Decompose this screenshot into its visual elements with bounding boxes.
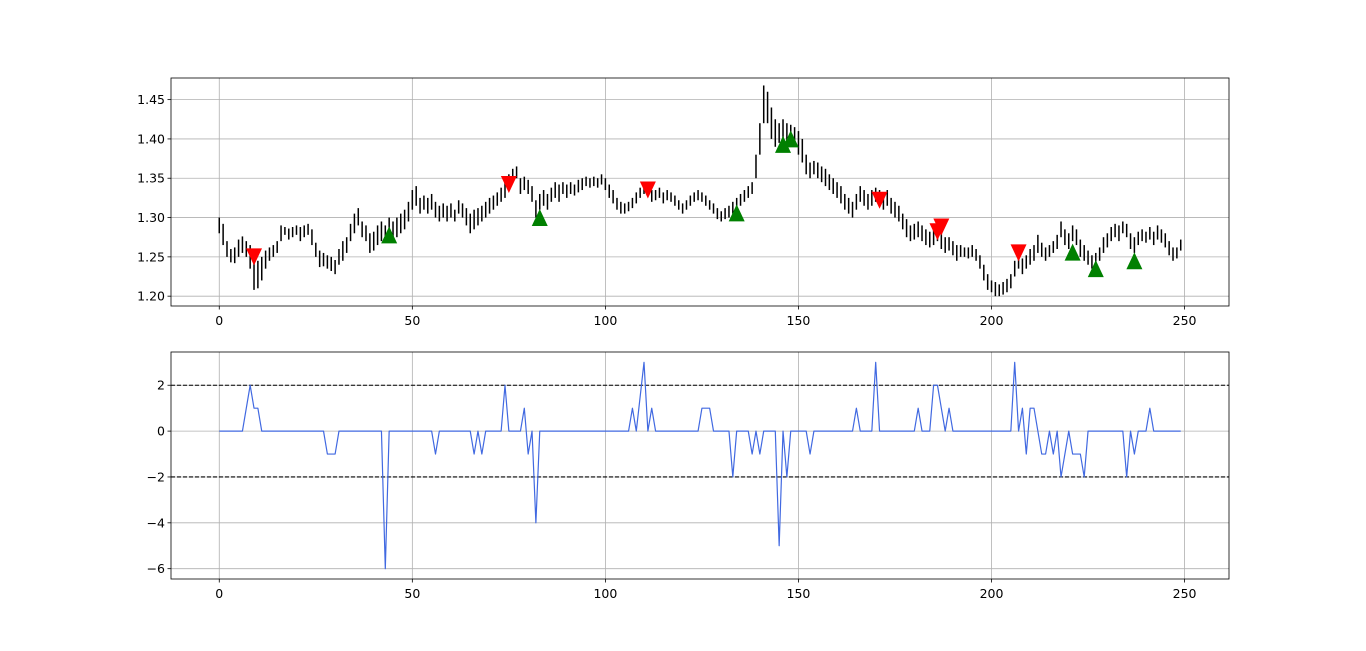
indicator-x-tick-label: 50: [404, 586, 420, 601]
sell-signal-marker: [933, 218, 950, 236]
price-y-tick-label: 1.30: [137, 210, 165, 225]
price-y-tick-label: 1.20: [137, 289, 165, 304]
price-y-tick-label: 1.45: [137, 92, 165, 107]
buy-signal-marker: [381, 226, 398, 244]
buy-signal-marker: [782, 130, 799, 148]
indicator-x-tick-label: 150: [787, 586, 811, 601]
buy-signal-marker: [1064, 243, 1081, 261]
indicator-x-tick-label: 100: [593, 586, 617, 601]
indicator-x-tick-label: 200: [980, 586, 1004, 601]
price-y-tick-label: 1.40: [137, 131, 165, 146]
price-x-tick-label: 0: [215, 313, 223, 328]
price-x-tick-label: 250: [1173, 313, 1197, 328]
sell-signal-marker: [1010, 244, 1027, 262]
indicator-y-tick-label: −6: [147, 561, 165, 576]
indicator-y-tick-label: 0: [157, 424, 165, 439]
sell-signal-marker: [871, 191, 888, 209]
indicator-series-line: [219, 361, 1181, 570]
price-panel: 0 50 100 150 200 250 1.20 1.25 1.30 1.35 1.40 1.45: [137, 77, 1230, 328]
buy-signal-marker: [728, 204, 745, 222]
buy-signal-marker: [775, 135, 792, 153]
sell-signal-marker: [639, 181, 656, 199]
sell-signal-marker: [246, 248, 263, 266]
sell-signal-marker: [500, 176, 517, 194]
indicator-x-tick-label: 0: [215, 586, 223, 601]
buy-signal-marker: [1087, 260, 1104, 278]
indicator-panel: 0 50 100 150 200 250 −6 −4 −2 0 2: [147, 351, 1230, 601]
price-x-tick-label: 50: [404, 313, 420, 328]
price-x-tick-label: 200: [980, 313, 1004, 328]
indicator-y-tick-label: −2: [147, 469, 165, 484]
price-y-tick-label: 1.25: [137, 249, 165, 264]
indicator-x-tick-label: 250: [1173, 586, 1197, 601]
price-frame: [170, 77, 1230, 307]
price-y-tick-label: 1.35: [137, 171, 165, 186]
price-x-tick-label: 100: [593, 313, 617, 328]
indicator-y-tick-label: 2: [157, 378, 165, 393]
indicator-y-tick-label: −4: [147, 515, 165, 530]
indicator-frame: [170, 351, 1230, 580]
buy-signal-marker: [531, 209, 548, 227]
price-x-tick-label: 150: [787, 313, 811, 328]
buy-signal-marker: [1126, 252, 1143, 270]
